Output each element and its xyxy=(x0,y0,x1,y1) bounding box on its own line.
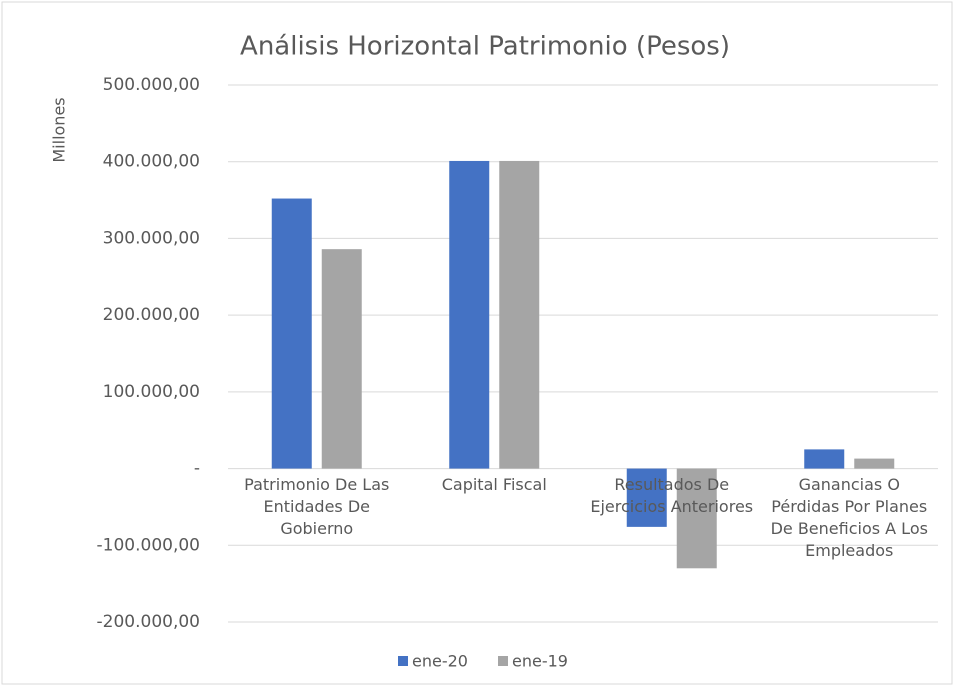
legend-label: ene-19 xyxy=(512,652,568,671)
legend-swatch xyxy=(498,656,508,666)
legend-label: ene-20 xyxy=(412,652,468,671)
bar xyxy=(854,458,895,469)
y-tick-label: 500.000,00 xyxy=(103,75,200,95)
y-tick-label: -100.000,00 xyxy=(97,535,200,555)
x-tick-label: Ganancias O Pérdidas Por Planes De Benef… xyxy=(770,474,928,560)
bar xyxy=(499,160,540,469)
y-tick-label: -200.000,00 xyxy=(97,612,200,632)
bar xyxy=(271,198,312,469)
x-tick-label: Capital Fiscal xyxy=(441,474,547,494)
y-tick-label: 200.000,00 xyxy=(103,305,200,325)
x-tick-label: Resultados De Ejercicios Anteriores xyxy=(590,474,754,516)
y-tick-label: - xyxy=(194,459,200,479)
y-tick-label: 400.000,00 xyxy=(103,152,200,172)
chart-title: Análisis Horizontal Patrimonio (Pesos) xyxy=(240,32,730,62)
y-tick-label: 300.000,00 xyxy=(103,228,200,248)
y-tick-label: 100.000,00 xyxy=(103,382,200,402)
legend-swatch xyxy=(398,656,408,666)
bar xyxy=(321,249,362,469)
bar xyxy=(804,449,845,469)
bar xyxy=(626,468,667,527)
bar xyxy=(449,160,490,469)
bar xyxy=(676,468,717,569)
y-axis-label: Millones xyxy=(50,97,69,162)
x-tick-label: Patrimonio De Las Entidades De Gobierno xyxy=(244,474,390,538)
